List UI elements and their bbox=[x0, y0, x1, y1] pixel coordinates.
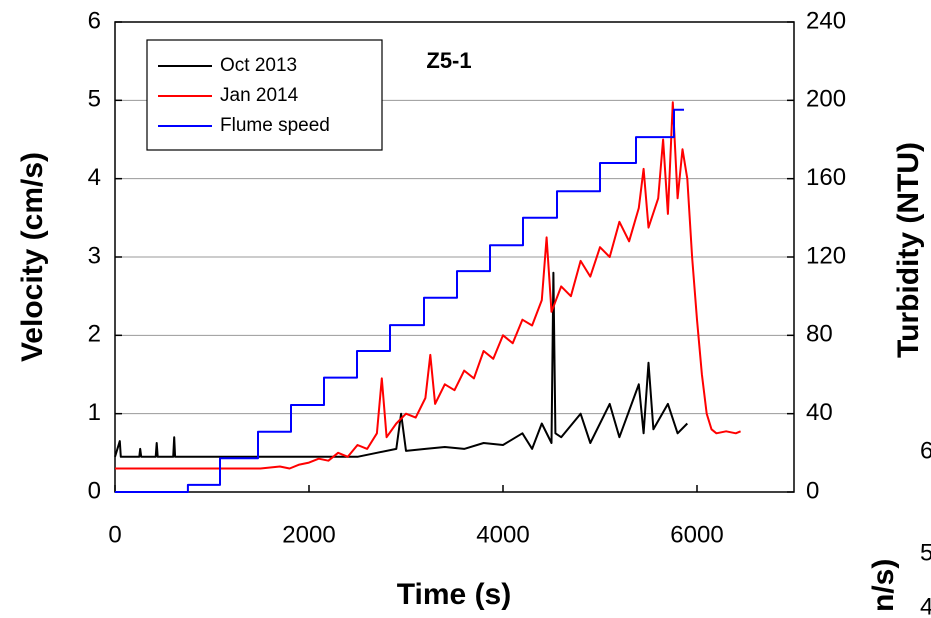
y2-axis-title: Turbidity (NTU) bbox=[892, 142, 925, 358]
y2-tick-label: 0 bbox=[806, 477, 819, 504]
y2-tick-label: 120 bbox=[806, 242, 846, 269]
cropped-text: n/s) bbox=[867, 559, 900, 612]
legend-label: Oct 2013 bbox=[220, 55, 297, 76]
cropped-text: 4 bbox=[920, 593, 931, 618]
legend-label: Jan 2014 bbox=[220, 85, 299, 106]
series-line bbox=[115, 101, 741, 470]
y-tick-label: 6 bbox=[88, 7, 101, 34]
y-tick-label: 0 bbox=[88, 477, 101, 504]
y2-tick-label: 80 bbox=[806, 321, 833, 348]
y2-tick-label: 240 bbox=[806, 7, 846, 34]
x-tick-label: 6000 bbox=[670, 521, 723, 548]
x-tick-label: 0 bbox=[108, 521, 121, 548]
y-tick-label: 1 bbox=[88, 399, 101, 426]
x-axis-title: Time (s) bbox=[397, 578, 511, 611]
chart-title: Z5-1 bbox=[426, 48, 471, 73]
cropped-text: 5 bbox=[920, 539, 931, 566]
y2-tick-label: 200 bbox=[806, 86, 846, 113]
y2-tick-label: 40 bbox=[806, 399, 833, 426]
y-tick-label: 5 bbox=[88, 86, 101, 113]
x-tick-label: 2000 bbox=[282, 521, 335, 548]
y-axis-title: Velocity (cm/s) bbox=[16, 152, 49, 362]
y-tick-label: 3 bbox=[88, 242, 101, 269]
y2-tick-label: 160 bbox=[806, 164, 846, 191]
y-tick-label: 2 bbox=[88, 321, 101, 348]
series-line bbox=[115, 108, 684, 493]
x-tick-label: 4000 bbox=[476, 521, 529, 548]
cropped-text: 6 bbox=[920, 437, 931, 464]
legend-label: Flume speed bbox=[220, 115, 330, 136]
series-line bbox=[114, 271, 689, 458]
y-tick-label: 4 bbox=[88, 164, 101, 191]
